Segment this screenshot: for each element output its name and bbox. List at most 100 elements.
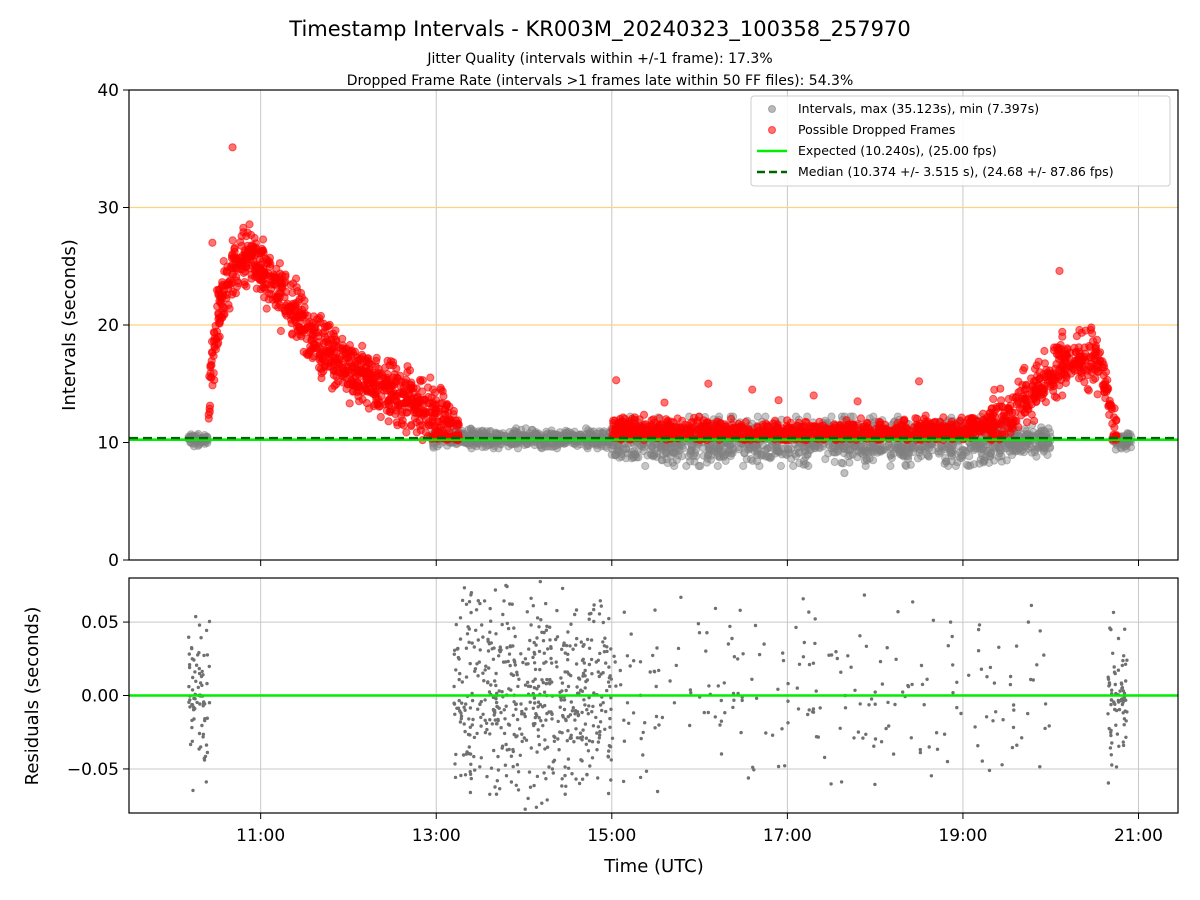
residual-point: [494, 722, 499, 726]
residual-point: [608, 716, 612, 721]
residual-point: [489, 766, 494, 770]
residual-point: [495, 705, 500, 709]
residual-point: [641, 753, 645, 757]
residual-point: [558, 705, 562, 709]
residual-point: [713, 606, 718, 611]
dropped-frame-point: [957, 413, 966, 422]
residual-point: [522, 736, 526, 740]
interval-point: [429, 443, 438, 452]
residual-point: [610, 736, 615, 740]
residual-point: [719, 698, 723, 703]
dropped-frame-point: [1027, 410, 1036, 419]
dropped-frame-peak-point: [208, 238, 217, 247]
residual-point: [504, 704, 508, 708]
interval-point: [753, 412, 762, 421]
residual-point: [576, 713, 580, 718]
residual-point: [518, 753, 522, 757]
dropped-frame-point: [330, 332, 339, 341]
residual-point: [478, 702, 482, 706]
residual-point: [484, 664, 488, 668]
dropped-frame-point: [1027, 374, 1036, 383]
residual-point: [574, 727, 578, 731]
residual-point: [501, 612, 505, 617]
residual-point: [566, 630, 570, 634]
dropped-frame-point: [396, 404, 405, 413]
residual-point: [618, 668, 622, 673]
residual-point: [562, 707, 567, 712]
residual-point: [786, 681, 790, 686]
interval-point: [773, 446, 782, 455]
residual-point: [491, 657, 496, 661]
residual-point: [598, 729, 602, 734]
residual-point: [887, 724, 891, 728]
interval-point: [887, 454, 896, 463]
residual-point: [452, 702, 457, 706]
residual-point: [204, 628, 209, 633]
residual-point: [198, 702, 202, 706]
residual-point: [500, 690, 504, 694]
residual-point: [591, 704, 595, 709]
dropped-frame-point: [207, 356, 216, 365]
residual-point: [513, 663, 517, 667]
residual-point: [191, 788, 195, 793]
residual-point: [481, 712, 485, 716]
interval-point: [997, 452, 1006, 461]
dropped-frame-point: [1020, 363, 1029, 372]
residual-point: [497, 654, 501, 658]
interval-point: [956, 453, 965, 463]
interval-point: [677, 452, 686, 461]
interval-point: [1027, 448, 1036, 457]
residual-point: [622, 610, 626, 614]
dropped-frame-point: [793, 430, 803, 439]
dropped-frame-point: [228, 290, 237, 299]
residual-point: [457, 677, 461, 682]
residual-point: [205, 681, 209, 686]
residual-point: [862, 593, 867, 597]
residual-point: [496, 718, 500, 723]
dropped-frame-point: [997, 412, 1007, 421]
residual-point: [502, 599, 506, 603]
dropped-frame-point: [247, 274, 256, 283]
dropped-frame-point: [613, 424, 623, 433]
residual-point: [558, 730, 562, 734]
residual-point: [489, 641, 493, 645]
dropped-frame-point: [1050, 392, 1060, 401]
dropped-frame-point: [334, 343, 343, 352]
dropped-frame-point: [620, 414, 629, 423]
residual-point: [515, 670, 519, 674]
residual-point: [580, 710, 584, 715]
residual-point: [528, 785, 533, 789]
residual-point: [929, 774, 934, 778]
interval-point: [862, 446, 872, 456]
residual-point: [483, 668, 487, 672]
dropped-frame-point: [704, 379, 713, 388]
residual-point: [562, 641, 566, 645]
dropped-frame-point: [385, 384, 394, 394]
dropped-frame-point: [877, 426, 887, 435]
dropped-frame-point: [919, 427, 928, 436]
dropped-frame-point: [1077, 328, 1086, 337]
residual-point: [716, 684, 720, 688]
dropped-frame-point: [259, 235, 268, 244]
residual-point: [187, 665, 192, 670]
residual-point: [598, 651, 602, 656]
residual-point: [566, 684, 571, 689]
residual-point: [523, 683, 528, 687]
residual-point: [535, 774, 540, 779]
residual-point: [583, 722, 588, 726]
dropped-frame-point: [748, 385, 757, 394]
residual-point: [920, 682, 925, 687]
residual-point: [786, 699, 790, 703]
residual-point: [590, 756, 595, 760]
dropped-frame-point: [331, 356, 340, 365]
residual-point: [879, 740, 884, 744]
residual-point: [521, 660, 525, 665]
residual-point: [573, 712, 577, 716]
interval-point: [962, 460, 972, 469]
residual-point: [606, 754, 610, 758]
residual-point: [474, 608, 479, 612]
residual-point: [498, 787, 502, 791]
dropped-frame-point: [1006, 428, 1015, 437]
dropped-frame-point: [430, 409, 439, 418]
residual-point: [187, 652, 191, 656]
